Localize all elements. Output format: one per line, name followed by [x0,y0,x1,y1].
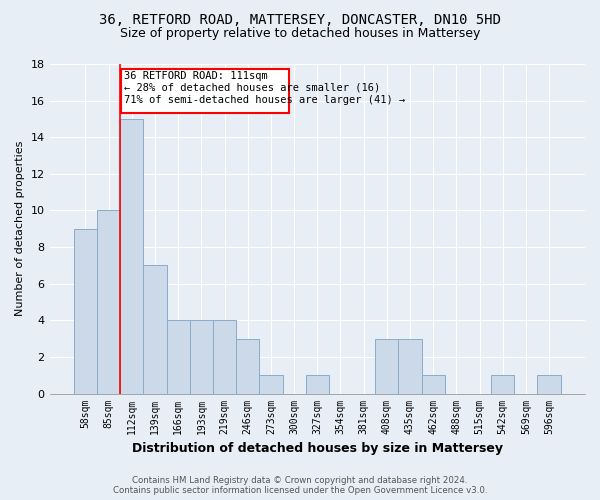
Bar [74,229,97,394]
Bar [305,375,329,394]
FancyBboxPatch shape [121,68,289,112]
Bar [236,338,259,394]
Text: Size of property relative to detached houses in Mattersey: Size of property relative to detached ho… [120,28,480,40]
Bar [167,320,190,394]
Bar [375,338,398,394]
Y-axis label: Number of detached properties: Number of detached properties [15,141,25,316]
Text: Contains HM Land Registry data © Crown copyright and database right 2024.
Contai: Contains HM Land Registry data © Crown c… [113,476,487,495]
Bar [422,375,445,394]
Bar [190,320,213,394]
Bar [538,375,560,394]
Text: 36, RETFORD ROAD, MATTERSEY, DONCASTER, DN10 5HD: 36, RETFORD ROAD, MATTERSEY, DONCASTER, … [99,12,501,26]
Bar [491,375,514,394]
Bar [213,320,236,394]
Bar [97,210,120,394]
Bar [398,338,422,394]
Bar [259,375,283,394]
X-axis label: Distribution of detached houses by size in Mattersey: Distribution of detached houses by size … [132,442,503,455]
Bar [120,119,143,394]
Bar [143,266,167,394]
Text: 36 RETFORD ROAD: 111sqm
← 28% of detached houses are smaller (16)
71% of semi-de: 36 RETFORD ROAD: 111sqm ← 28% of detache… [124,72,406,104]
